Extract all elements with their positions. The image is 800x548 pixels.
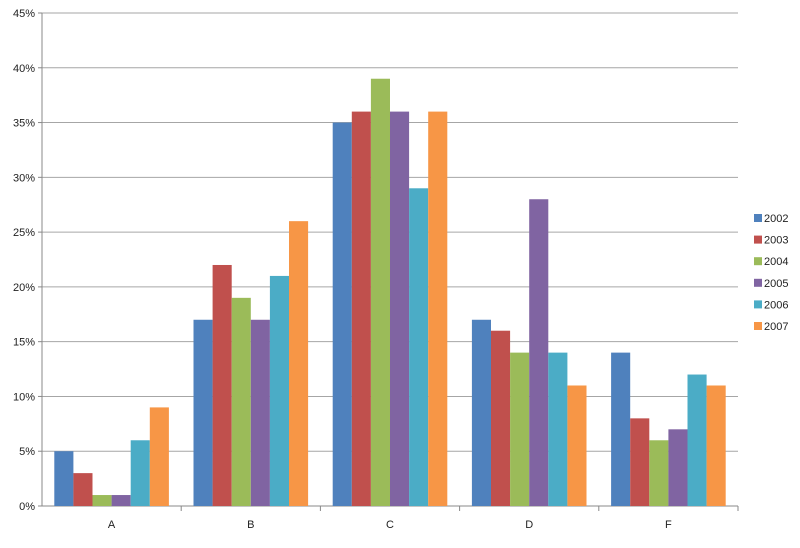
x-tick-label: F	[665, 519, 672, 531]
bar-A-2006	[130, 440, 150, 506]
y-tick-label: 0%	[19, 501, 35, 513]
legend-label: 2005	[764, 278, 788, 290]
bar-F-2002	[611, 352, 631, 506]
legend-swatch	[754, 257, 762, 266]
bar-F-2007	[706, 385, 726, 506]
y-tick-label: 35%	[13, 118, 35, 130]
y-tick-label: 25%	[13, 227, 35, 239]
bar-A-2003	[73, 473, 93, 506]
legend-swatch	[754, 300, 762, 309]
legend-swatch	[754, 278, 762, 287]
y-tick-label: 20%	[13, 282, 35, 294]
y-tick-label: 10%	[13, 391, 35, 403]
bar-D-2004	[510, 352, 530, 506]
bar-F-2004	[649, 440, 669, 506]
bar-A-2005	[111, 495, 131, 506]
bar-C-2004	[370, 78, 390, 506]
bar-C-2002	[332, 122, 352, 506]
legend-label: 2004	[764, 256, 788, 268]
legend-swatch	[754, 214, 762, 222]
bar-C-2006	[409, 188, 429, 507]
legend-swatch	[754, 235, 762, 244]
bar-D-2002	[471, 319, 491, 506]
bar-A-2002	[54, 451, 74, 506]
bar-B-2004	[231, 297, 251, 506]
bar-A-2004	[92, 495, 112, 506]
bar-B-2006	[269, 275, 289, 506]
bar-B-2007	[289, 221, 309, 506]
y-tick-label: 40%	[13, 63, 35, 75]
axes: 0% 5% 10% 15% 20% 25% 30% 35% 40% 45% A B C D F	[13, 8, 739, 531]
legend-label: 2002	[764, 213, 788, 225]
bar-C-2007	[428, 111, 448, 506]
legend-label: 2006	[764, 299, 788, 311]
bars	[54, 78, 726, 507]
legend-swatch	[754, 322, 762, 330]
bar-F-2006	[687, 374, 707, 506]
bar-D-2007	[567, 385, 587, 506]
x-tick-label: C	[386, 519, 394, 531]
bar-F-2005	[668, 429, 688, 506]
y-tick-label: 45%	[13, 8, 35, 20]
x-tick-label: A	[108, 519, 116, 531]
bar-C-2005	[390, 111, 410, 506]
bar-B-2002	[193, 319, 213, 506]
bar-F-2003	[630, 418, 650, 506]
bar-C-2003	[351, 111, 371, 506]
bar-D-2005	[529, 199, 549, 507]
legend: 2002 2003 2004 2005 2006 2007	[754, 213, 788, 333]
bar-B-2003	[212, 264, 232, 506]
y-tick-label: 30%	[13, 172, 35, 184]
bar-D-2003	[491, 330, 511, 506]
y-tick-label: 15%	[13, 337, 35, 349]
y-tick-label: 5%	[19, 446, 35, 458]
bar-D-2006	[548, 352, 568, 506]
legend-label: 2003	[764, 235, 788, 247]
bar-A-2007	[149, 407, 169, 506]
x-tick-label: B	[247, 519, 254, 531]
legend-label: 2007	[764, 321, 788, 333]
bar-B-2005	[250, 319, 270, 506]
x-tick-label: D	[525, 519, 533, 531]
